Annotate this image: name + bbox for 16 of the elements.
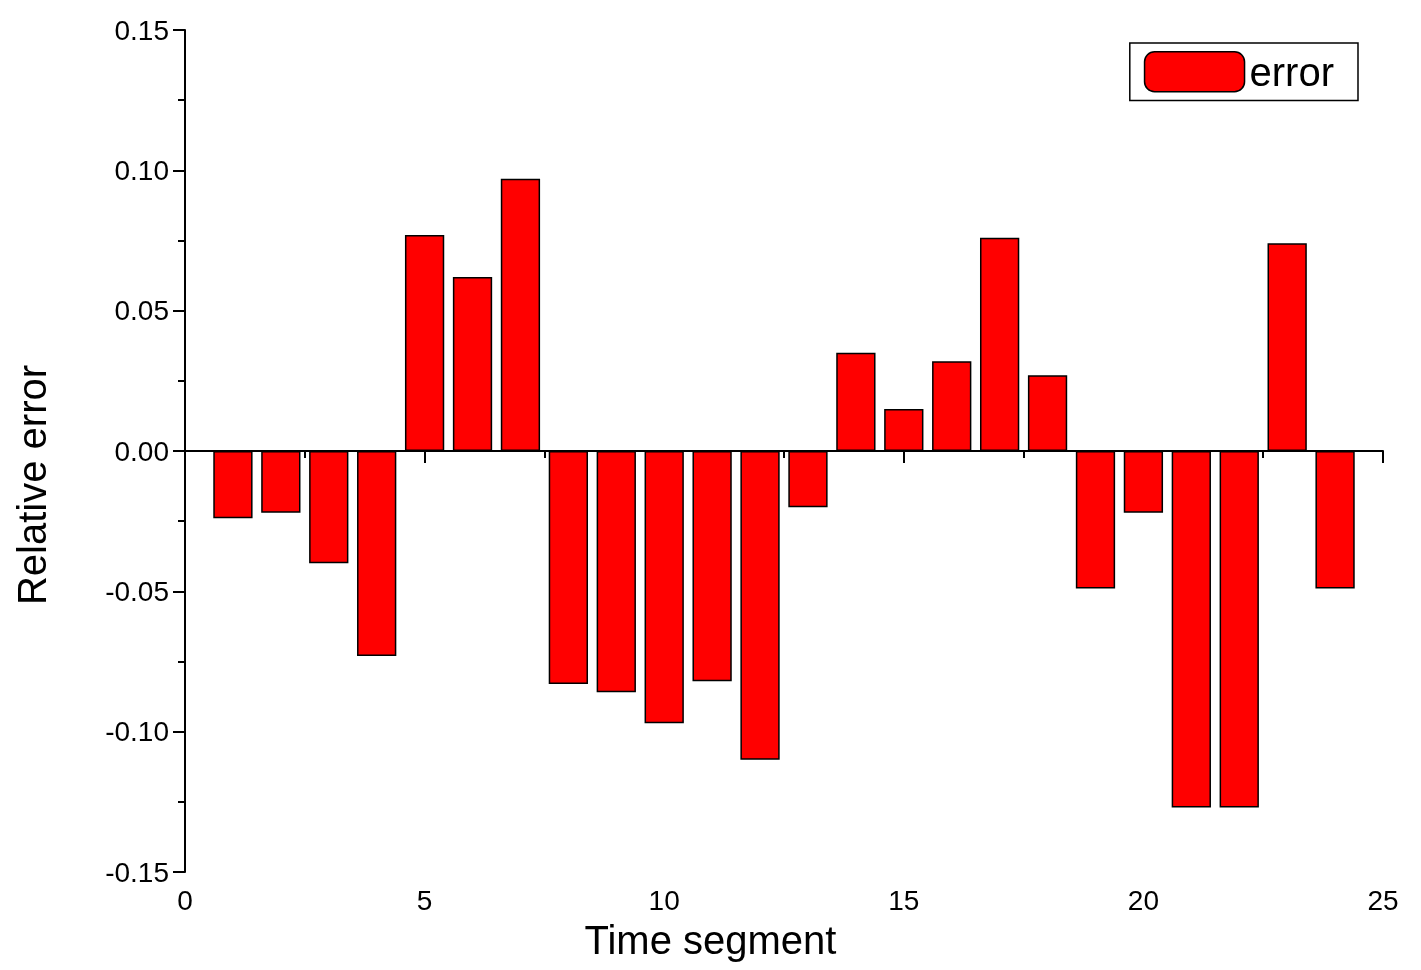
x-tick-label: 25 — [1367, 884, 1399, 916]
x-tick-label: 0 — [177, 884, 193, 916]
x-tick-label: 10 — [648, 884, 680, 916]
y-tick-label: 0.15 — [114, 14, 169, 46]
x-tick-label: 15 — [888, 884, 920, 916]
legend-label: error — [1249, 49, 1334, 94]
y-tick-label: -0.10 — [105, 716, 169, 748]
y-tick-label: 0.10 — [114, 154, 169, 186]
x-tick-label: 20 — [1127, 884, 1159, 916]
x-tick-label: 5 — [416, 884, 433, 916]
y-tick-label: 0.00 — [114, 435, 169, 467]
y-tick-label: -0.05 — [105, 575, 169, 607]
y-axis-title: Relative error — [10, 364, 54, 606]
x-axis-title: Time segment — [584, 918, 837, 962]
y-tick-label: 0.05 — [114, 295, 169, 327]
y-tick-label: -0.15 — [105, 856, 169, 888]
